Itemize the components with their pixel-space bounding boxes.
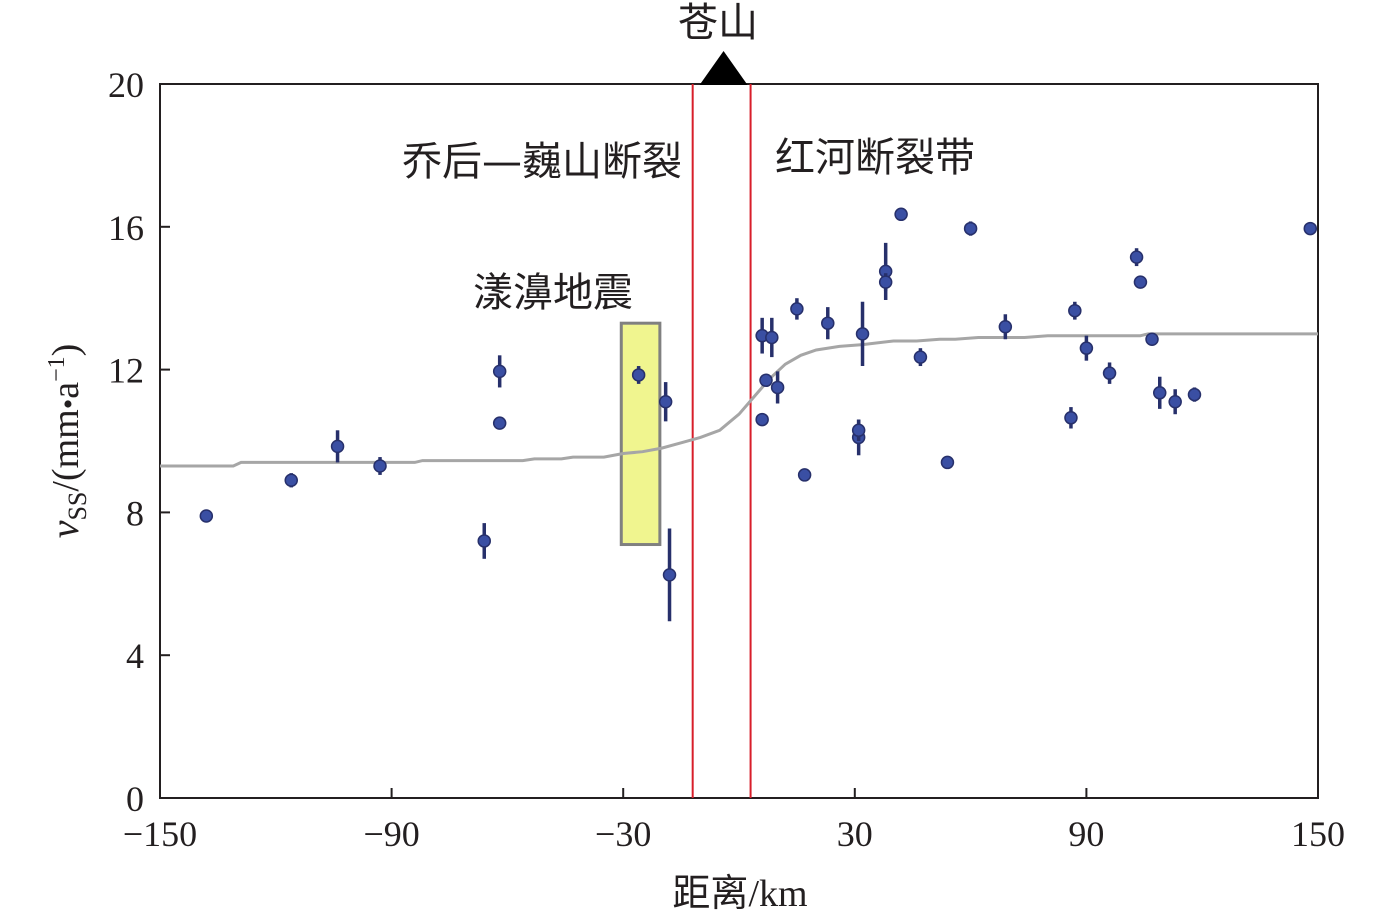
data-point	[998, 320, 1013, 334]
mountain-label: 苍山	[678, 0, 758, 46]
data-point	[199, 509, 214, 523]
mountain-marker-layer	[699, 51, 748, 85]
data-point	[1079, 341, 1094, 355]
x-tick-label: 90	[1068, 814, 1104, 854]
y-tick-label: 4	[126, 636, 144, 676]
data-point	[477, 534, 491, 548]
data-point	[940, 455, 955, 470]
data-point	[765, 330, 779, 345]
x-tick-label: −90	[363, 814, 419, 854]
data-point	[1133, 275, 1148, 289]
data-point	[1187, 387, 1202, 402]
data-point	[790, 302, 804, 316]
x-tick-label: −150	[123, 814, 197, 854]
model-curve-layer	[160, 332, 1318, 468]
earthquake-box	[619, 321, 662, 547]
earthquake-label: 漾濞地震	[473, 270, 633, 316]
data-point	[284, 473, 298, 488]
x-tick-label: 30	[837, 814, 873, 854]
y-tick-label: 0	[126, 779, 144, 819]
y-axis-title-close: )	[45, 344, 87, 357]
data-point	[851, 423, 866, 438]
y-tick-label: 12	[108, 351, 144, 391]
data-point	[1064, 411, 1078, 425]
y-axis-title-sup: −1	[44, 356, 70, 382]
data-point	[330, 439, 345, 454]
data-point	[373, 459, 387, 473]
y-tick-label: 8	[126, 493, 144, 533]
data-point	[821, 316, 835, 330]
x-axis-title: 距离/km	[672, 871, 807, 915]
data-point	[894, 207, 908, 222]
fault-lines	[691, 84, 752, 798]
data-point	[631, 368, 646, 382]
model-curve	[160, 332, 1318, 468]
y-axis-title-open: /(mm	[45, 409, 87, 491]
data-point	[1102, 366, 1117, 380]
data-point	[1168, 394, 1182, 409]
data-point	[1303, 221, 1318, 236]
x-axis-title-cn: 距离	[672, 871, 748, 915]
data-point	[1152, 386, 1167, 400]
x-tick-label: −30	[595, 814, 651, 854]
data-point	[492, 364, 507, 379]
data-point	[878, 275, 893, 289]
data-point	[855, 327, 870, 341]
fault-right-label: 红河断裂带	[775, 135, 975, 181]
mountain-marker	[699, 51, 748, 85]
earthquake-box-layer	[619, 321, 662, 547]
data-point	[1145, 332, 1159, 347]
data-point	[759, 373, 773, 388]
x-axis-title-unit: /km	[748, 873, 807, 915]
data-point	[662, 568, 677, 582]
y-axis-title-sub: SS	[63, 492, 92, 521]
y-axis-title: vSS/(mm•a−1)	[42, 344, 92, 539]
data-point	[770, 380, 785, 395]
data-point	[492, 416, 507, 430]
axis-ticks: −150 −90 −30 30 90 150 0 4 8 12 16 20	[108, 65, 1345, 854]
data-points	[199, 207, 1318, 622]
x-tick-label: 150	[1291, 814, 1345, 854]
y-tick-label: 20	[108, 65, 144, 105]
data-point	[1068, 303, 1082, 318]
data-point	[913, 350, 928, 364]
data-point	[755, 412, 769, 427]
y-axis-title-var: v	[42, 520, 87, 538]
y-axis-title-a: a	[45, 382, 87, 399]
fault-left-label: 乔后—巍山断裂	[402, 139, 682, 185]
data-point	[797, 468, 812, 482]
data-point	[658, 394, 673, 409]
y-tick-label: 16	[108, 208, 144, 248]
data-point	[1129, 250, 1144, 264]
data-point	[963, 221, 978, 236]
y-axis-title-dot: •	[52, 399, 85, 410]
